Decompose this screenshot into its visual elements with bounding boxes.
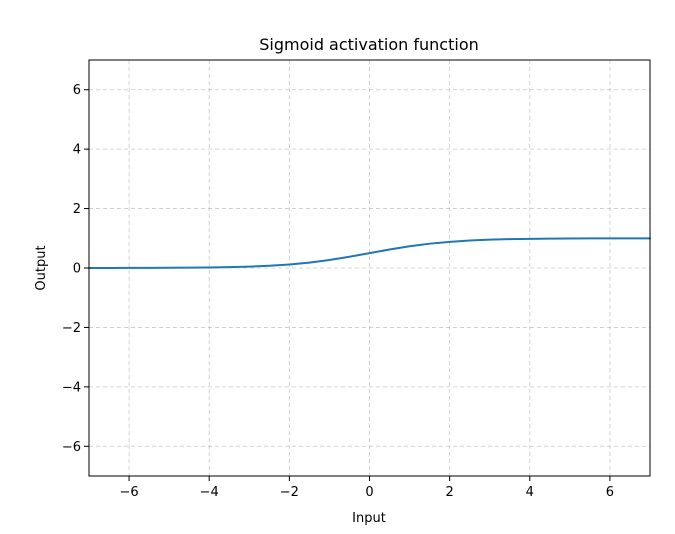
y-tick-label: −4 xyxy=(62,380,81,395)
series-layer xyxy=(88,237,651,269)
y-tick-label: 0 xyxy=(73,262,81,277)
x-tick-label: 2 xyxy=(446,485,454,500)
y-tick-label: −6 xyxy=(62,440,81,455)
plot-frame xyxy=(88,59,651,477)
series-line-0 xyxy=(88,237,651,269)
y-tick-label: 6 xyxy=(73,83,81,98)
x-tick-label: 0 xyxy=(365,485,373,500)
x-tick-label: −2 xyxy=(280,485,299,500)
axes-layer: −6 −4 −2 0 2 4 6 −6 −4 −2 0 2 4 6 xyxy=(62,83,614,500)
y-axis-label: Output xyxy=(34,245,49,290)
y-tick-label: −2 xyxy=(62,321,81,336)
x-tick-label: 6 xyxy=(606,485,614,500)
x-tick-label: −6 xyxy=(119,485,138,500)
x-tick-label: −4 xyxy=(200,485,219,500)
y-tick-label: 4 xyxy=(73,143,81,158)
chart-title: Sigmoid activation function xyxy=(259,35,479,54)
x-axis-label: Input xyxy=(352,511,386,526)
y-tick-label: 2 xyxy=(73,202,81,217)
x-tick-label: 4 xyxy=(526,485,534,500)
